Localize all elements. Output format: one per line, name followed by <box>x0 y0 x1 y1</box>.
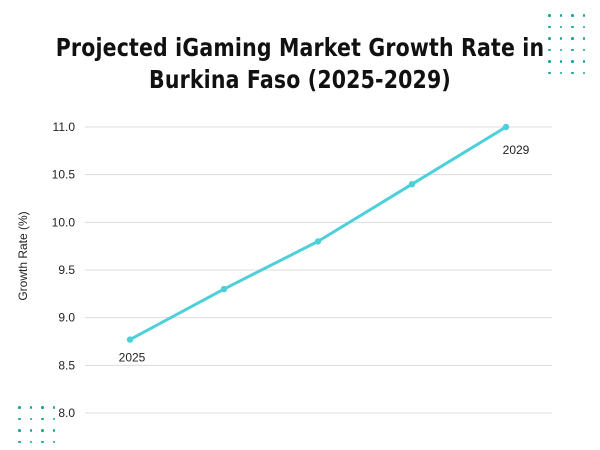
decorative-dot <box>29 440 33 444</box>
decorative-dot <box>548 60 551 63</box>
data-point <box>220 285 228 293</box>
decorative-dot <box>41 417 44 421</box>
decorative-dot <box>18 406 21 409</box>
decorative-dot <box>18 417 21 421</box>
decorative-dot <box>29 429 33 432</box>
decorative-dot <box>571 60 574 63</box>
decorative-dot <box>548 37 551 40</box>
chart-title-line-1: Projected iGaming Market Growth Rate in <box>55 33 545 62</box>
decorative-dot <box>52 440 56 444</box>
decorative-dot <box>41 440 44 444</box>
y-tick-label: 9.0 <box>58 311 75 325</box>
decorative-dot <box>52 429 56 432</box>
decorative-dot <box>559 60 563 63</box>
decorative-dot <box>559 37 563 40</box>
decorative-dot <box>582 71 586 75</box>
series-group <box>126 123 510 343</box>
decorative-dot <box>582 37 586 40</box>
y-tick-label: 11.0 <box>53 120 76 134</box>
decorative-dot <box>548 25 551 29</box>
y-tick-label: 10.5 <box>52 168 76 182</box>
decorative-dot <box>52 406 56 409</box>
decorative-dot <box>571 25 574 29</box>
data-point <box>408 181 416 188</box>
data-point <box>314 238 322 245</box>
decorative-dot <box>29 417 33 421</box>
point-labels: 2025 2029 <box>119 143 530 365</box>
decorative-dot <box>571 37 574 40</box>
decorative-dot <box>559 14 563 17</box>
decorative-dot <box>571 48 574 52</box>
decorative-dot <box>582 14 586 17</box>
decorative-dot <box>571 71 574 75</box>
chart-title: Projected iGaming Market Growth Rate in … <box>54 32 546 96</box>
point-label-first: 2025 <box>119 351 146 365</box>
y-tick-label: 9.5 <box>58 263 75 277</box>
decorative-dot <box>559 71 563 75</box>
decorative-dot <box>18 440 21 444</box>
y-tick-label: 8.0 <box>58 406 75 420</box>
decorative-dot <box>582 48 586 52</box>
y-axis-label: Growth Rate (%) <box>16 211 30 300</box>
decorative-dot <box>582 25 586 29</box>
decorative-dot <box>582 60 586 63</box>
data-point <box>126 336 134 343</box>
decorative-dot <box>571 14 574 17</box>
y-tick-label: 10.0 <box>52 215 76 229</box>
decorative-dot <box>29 406 33 409</box>
decorative-dot <box>41 406 44 409</box>
decorative-dot <box>548 14 551 17</box>
decorative-dot <box>559 25 563 29</box>
y-axis-ticks: 8.0 8.5 9.0 9.5 10.0 10.5 11.0 <box>52 120 76 420</box>
decorative-dot <box>548 71 551 75</box>
decorative-dot <box>41 429 44 432</box>
grid-lines <box>85 126 552 414</box>
decorative-dot <box>548 48 551 52</box>
decorative-dot <box>559 48 563 52</box>
y-tick-label: 8.5 <box>58 358 75 372</box>
decorative-dot <box>52 417 56 421</box>
data-point <box>502 123 510 131</box>
decorative-dot <box>18 429 21 432</box>
point-label-last: 2029 <box>503 143 530 157</box>
series-line <box>128 125 508 342</box>
chart-title-line-2: Burkina Faso (2025-2029) <box>149 65 451 94</box>
